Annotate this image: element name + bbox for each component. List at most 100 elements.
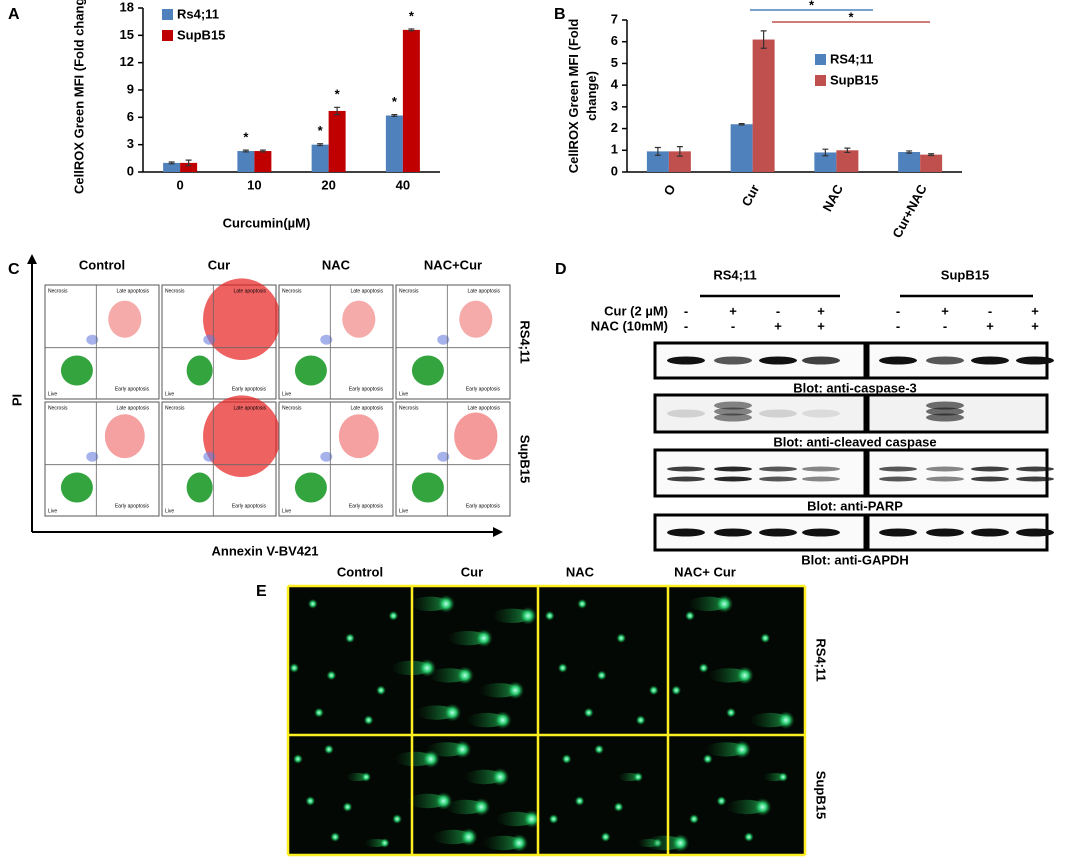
significance-mark: * [809,0,815,12]
comet-head [753,798,772,816]
bar [730,124,753,172]
plot-frame [44,284,160,400]
panel-letter: B [554,6,566,23]
quadrant-label: Necrosis [282,405,302,411]
population-green [294,472,327,503]
plot-frame [395,284,511,400]
column-header: NAC+Cur [424,257,482,272]
quadrant-label: Early apoptosis [232,386,267,392]
comet-head [596,670,607,681]
bar [752,39,775,172]
population-green [60,472,93,503]
blot-label: Blot: anti-GAPDH [801,552,909,567]
group-label: SupB15 [941,267,989,282]
quadrant-label: Live [399,391,408,397]
comet-head [330,832,341,842]
bar [254,151,272,172]
comet-head [574,796,585,806]
comet-head [735,666,754,685]
quadrant-label: Live [48,391,57,397]
quadrant-label: Late apoptosis [467,288,500,294]
treatment-sign: + [1031,303,1039,318]
comet-head [633,772,644,782]
significance-mark: * [392,94,398,109]
x-tick-label: NAC [820,181,847,213]
quadrant-label: Late apoptosis [233,288,266,294]
quadrant-label: Late apoptosis [350,405,383,411]
error-bar [168,161,175,165]
y-tick-label: 12 [120,54,134,69]
treatment-sign: - [943,318,947,333]
column-header: Control [337,564,383,579]
error-bar [317,143,324,147]
blot-band [879,528,917,537]
treatment-sign: + [729,303,737,318]
error-bar [391,114,398,118]
legend-swatch [162,9,173,20]
comet-head [443,703,462,722]
x-tick-label: 0 [177,177,184,192]
comet-head [305,796,316,806]
blot-band [667,356,705,365]
panel-letter: A [8,6,20,23]
y-tick-label: 4 [611,77,619,92]
population-red [338,414,379,459]
quadrant-label: Necrosis [165,405,185,411]
bar [668,151,691,172]
significance-mark: * [335,87,341,102]
significance-mark: * [243,130,249,145]
quadrant-label: Early apoptosis [466,386,501,392]
error-bar [822,148,829,157]
blot-band [1016,466,1054,472]
quadrant-label: Late apoptosis [116,405,149,411]
comet-head [363,715,374,726]
x-tick-label: Cur+NAC [889,181,930,240]
comet-head [726,707,737,718]
quadrant-label: Early apoptosis [115,386,150,392]
arrow-head [493,527,503,537]
blot-band [1016,356,1054,365]
column-header: Cur [208,257,230,272]
comet-head [418,658,437,677]
comet-head [561,754,572,764]
error-bar [259,149,266,153]
comet-head [600,832,611,842]
comet-head [472,798,491,816]
blot-band [971,356,1009,365]
column-header: Control [79,257,125,272]
comet-head [698,662,709,673]
population-red [203,278,281,360]
y-tick-label: 0 [611,163,618,178]
blot-label: Blot: anti-caspase-3 [793,380,917,395]
comet-head [518,606,537,625]
treatment-sign: + [941,303,949,318]
population-red [459,300,493,338]
legend-swatch [815,54,826,65]
blot-band [926,466,964,472]
comet-head [715,594,734,613]
quadrant-label: Early apoptosis [115,503,150,509]
error-bar [242,149,249,153]
comet-head [388,610,399,621]
legend-label: RS4;11 [830,51,873,66]
population-green [294,355,327,386]
comet-head [732,740,751,759]
blot-frame [653,393,867,434]
population-red [342,300,376,338]
y-tick-label: 3 [611,98,618,113]
significance-mark: * [318,123,324,138]
error-bar [844,147,851,154]
row-label: SupB15 [518,435,533,483]
quadrant-label: Live [282,508,291,514]
treatment-sign: - [776,303,780,318]
quadrant-label: Necrosis [399,405,419,411]
comet-head [635,715,646,726]
treatment-sign: + [986,318,994,333]
population-green [411,472,444,503]
treatment-sign: - [988,303,992,318]
blot-band [926,413,964,422]
bar [237,151,255,172]
blot-band [971,476,1009,482]
blot-band [714,466,752,472]
